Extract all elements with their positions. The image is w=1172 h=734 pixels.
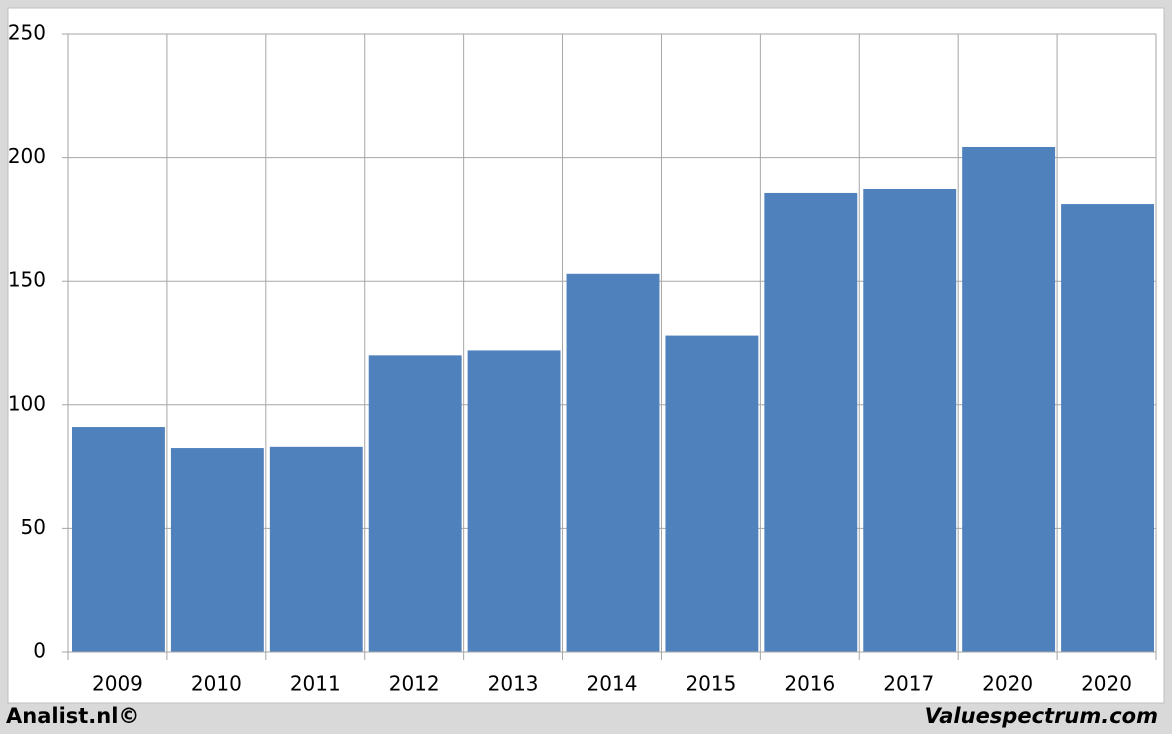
x-tick-label: 2014 bbox=[587, 672, 638, 696]
x-tick-label: 2009 bbox=[92, 672, 143, 696]
x-tick-label: 2020 bbox=[982, 672, 1033, 696]
bar bbox=[566, 273, 660, 652]
bar bbox=[72, 427, 165, 652]
x-tick-label: 2015 bbox=[685, 672, 736, 696]
x-tick-label: 2013 bbox=[488, 672, 539, 696]
credit-left: Analist.nl© bbox=[6, 704, 139, 728]
bar bbox=[170, 448, 264, 652]
bar bbox=[1061, 204, 1154, 652]
bar bbox=[269, 446, 363, 652]
y-tick-label: 200 bbox=[8, 144, 46, 168]
bar bbox=[962, 146, 1056, 652]
x-tick-label: 2017 bbox=[883, 672, 934, 696]
y-tick-label: 50 bbox=[21, 515, 46, 539]
y-tick-label: 0 bbox=[33, 639, 46, 663]
y-tick-label: 100 bbox=[8, 391, 46, 415]
bar bbox=[764, 192, 858, 653]
y-tick-label: 250 bbox=[8, 21, 46, 45]
bar bbox=[467, 350, 561, 652]
x-tick-label: 2012 bbox=[389, 672, 440, 696]
bar bbox=[368, 355, 462, 652]
x-tick-label: 2016 bbox=[784, 672, 835, 696]
bar bbox=[665, 335, 759, 652]
bar bbox=[863, 188, 957, 653]
x-tick-label: 2010 bbox=[191, 672, 242, 696]
x-tick-label: 2020 bbox=[1081, 672, 1132, 696]
y-tick-label: 150 bbox=[8, 268, 46, 292]
x-tick-label: 2011 bbox=[290, 672, 341, 696]
credit-right: Valuespectrum.com bbox=[925, 704, 1158, 728]
